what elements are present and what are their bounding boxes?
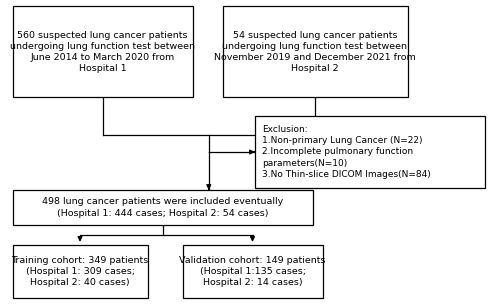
FancyBboxPatch shape (222, 6, 408, 97)
Text: 560 suspected lung cancer patients
undergoing lung function test between
June 20: 560 suspected lung cancer patients under… (10, 30, 195, 73)
FancyBboxPatch shape (12, 6, 192, 97)
Text: Training cohort: 349 patients
(Hospital 1: 309 cases;
Hospital 2: 40 cases): Training cohort: 349 patients (Hospital … (12, 256, 148, 287)
FancyBboxPatch shape (12, 190, 312, 225)
Text: 54 suspected lung cancer patients
undergoing lung function test between
November: 54 suspected lung cancer patients underg… (214, 30, 416, 73)
Text: Validation cohort: 149 patients
(Hospital 1:135 cases;
Hospital 2: 14 cases): Validation cohort: 149 patients (Hospita… (179, 256, 326, 287)
FancyBboxPatch shape (12, 245, 147, 298)
FancyBboxPatch shape (255, 116, 485, 188)
Text: 498 lung cancer patients were included eventually
(Hospital 1: 444 cases; Hospit: 498 lung cancer patients were included e… (42, 197, 283, 218)
Text: Exclusion:
1.Non-primary Lung Cancer (N=22)
2.Incomplete pulmonary function
para: Exclusion: 1.Non-primary Lung Cancer (N=… (262, 125, 431, 179)
FancyBboxPatch shape (182, 245, 322, 298)
